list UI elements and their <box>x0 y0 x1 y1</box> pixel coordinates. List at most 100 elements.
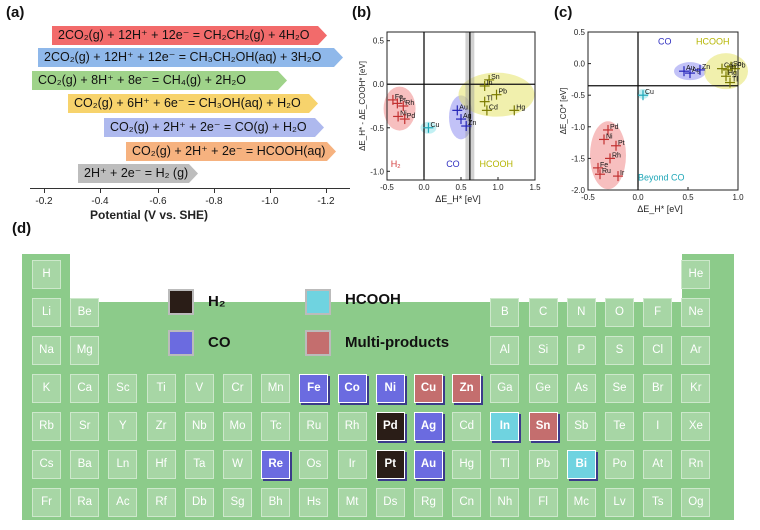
data-point-ag: Ag <box>456 113 472 125</box>
element-xe: Xe <box>681 412 711 441</box>
x-tick-label: 1.5 <box>529 183 541 192</box>
element-au: Au <box>414 450 443 479</box>
legend-swatch-multi <box>305 330 331 356</box>
panel-b-label: (b) <box>352 4 372 21</box>
potential-tick-label: -1.2 <box>317 196 335 207</box>
element-si: Si <box>528 336 558 365</box>
element-cs: Cs <box>32 450 61 479</box>
y-axis-label: ΔE_CO* [eV] <box>559 88 568 135</box>
element-s: S <box>605 336 634 365</box>
data-point-label: Ni <box>400 110 407 117</box>
data-point-label: Pd <box>610 124 619 131</box>
data-point-hg: Hg <box>509 104 525 116</box>
element-c: C <box>528 298 558 327</box>
potential-tick <box>100 188 101 193</box>
element-cr: Cr <box>223 374 252 403</box>
element-in: In <box>490 412 520 441</box>
data-point-label: Pt <box>618 140 625 147</box>
element-ar: Ar <box>681 336 711 365</box>
element-hs: Hs <box>299 488 329 517</box>
plot-frame <box>587 31 739 191</box>
reaction-text: CO₂(g) + 8H⁺ + 8e⁻ = CH₄(g) + 2H₂O <box>38 73 246 87</box>
element-be: Be <box>70 298 100 327</box>
data-point-au: Au <box>452 104 468 116</box>
reaction-1: 2CO₂(g) + 12H⁺ + 12e⁻ = CH₂CH₂(g) + 4H₂O <box>52 26 327 45</box>
element-nb: Nb <box>184 412 214 441</box>
reaction-6: CO₂(g) + 2H⁺ + 2e⁻ = HCOOH(aq) <box>126 142 336 161</box>
potential-tick-label: -1.0 <box>261 196 279 207</box>
y-tick-label: 0.0 <box>574 60 586 69</box>
element-os: Os <box>299 450 329 479</box>
region-label: CO <box>446 159 460 169</box>
reaction-5: CO₂(g) + 2H⁺ + 2e⁻ = CO(g) + H₂O <box>104 118 324 137</box>
data-point-pd: Pd <box>399 113 415 125</box>
y-tick-label: -0.5 <box>571 91 585 100</box>
element-ti: Ti <box>146 374 176 403</box>
data-point-label: Fe <box>600 162 608 169</box>
element-pt: Pt <box>375 450 405 479</box>
reaction-text: CO₂(g) + 2H⁺ + 2e⁻ = HCOOH(aq) <box>132 144 326 158</box>
element-ni: Ni <box>375 374 405 403</box>
data-point-label: Zn <box>468 120 476 127</box>
reaction-text: 2H⁺ + 2e⁻ = H₂ (g) <box>84 166 189 180</box>
y-tick-label: 0.5 <box>373 37 385 46</box>
element-sn: Sn <box>528 412 558 441</box>
element-v: V <box>184 374 214 403</box>
data-point-label: Pb <box>499 89 508 96</box>
data-point-rh: Rh <box>398 100 414 111</box>
element-mc: Mc <box>566 488 596 517</box>
data-point-zn: Zn <box>695 64 710 75</box>
x-axis-label: ΔE_H* [eV] <box>637 204 683 214</box>
potential-tick-label: -0.6 <box>149 196 167 207</box>
x-tick-label: 0.5 <box>682 193 694 202</box>
y-tick-label: -1.0 <box>571 123 585 132</box>
data-point-label: Tl <box>732 77 738 84</box>
x-axis-label: ΔE_H* [eV] <box>435 194 481 204</box>
element-tc: Tc <box>261 412 291 441</box>
element-al: Al <box>490 336 520 365</box>
element-sc: Sc <box>108 374 138 403</box>
y-axis-label: ΔE_H* - ΔE_COOH* [eV] <box>358 61 367 151</box>
element-ne: Ne <box>681 298 711 327</box>
data-point-label: Hg <box>728 70 737 77</box>
potential-tick-label: -0.2 <box>35 196 53 207</box>
data-point-label: Cu <box>430 122 439 129</box>
potential-axis <box>30 188 350 189</box>
element-li: Li <box>32 298 61 327</box>
data-point-pd: Pd <box>603 124 619 135</box>
element-tl: Tl <box>490 450 520 479</box>
element-rg: Rg <box>414 488 443 517</box>
data-point-label: Pt <box>399 97 406 104</box>
element-cl: Cl <box>643 336 673 365</box>
potential-tick <box>326 188 327 193</box>
element-he: He <box>681 260 711 289</box>
periodic-table: H He Li Be B C N O F Ne Na Mg Al Si P S Cl Ar K Ca Sc Ti V Cr Mn… <box>22 254 734 520</box>
element-hg: Hg <box>452 450 482 479</box>
data-point-label: Zn <box>702 64 710 71</box>
element-rh: Rh <box>337 412 367 441</box>
element-sg: Sg <box>223 488 252 517</box>
data-point-label: Rh <box>612 152 621 159</box>
region-label: Beyond CO <box>638 173 685 183</box>
region-blob <box>590 121 626 190</box>
potential-tick <box>270 188 271 193</box>
element-mo: Mo <box>223 412 252 441</box>
data-point-label: Sn <box>491 74 500 81</box>
element-bi: Bi <box>566 450 596 479</box>
element-ga: Ga <box>490 374 520 403</box>
data-point-cu: Cu <box>638 89 654 101</box>
data-point-hg: Hg <box>721 70 737 82</box>
x-tick-label: -0.5 <box>380 183 394 192</box>
data-point-pb: Pb <box>491 89 508 100</box>
data-point-label: Ir <box>620 170 625 177</box>
chart-c: -0.5 0.0 0.5 1.0 0.5 0.0 -0.5 -1.0 -1.5 -2.0 ΔE_H*… <box>559 28 748 214</box>
x-tick-label: 0.0 <box>418 183 430 192</box>
element-fr: Fr <box>32 488 61 517</box>
element-mg: Mg <box>70 336 100 365</box>
element-w: W <box>223 450 252 479</box>
reaction-text: 2CO₂(g) + 12H⁺ + 12e⁻ = CH₂CH₂(g) + 4H₂O <box>58 28 310 42</box>
chart-b: -0.5 0.0 0.5 1.0 1.5 0.5 0.0 -0.5 -1.0 ΔE_H* [eV]… <box>358 31 541 204</box>
data-point-label: Hg <box>516 104 525 111</box>
element-ds: Ds <box>375 488 405 517</box>
legend-swatch-co <box>168 330 194 356</box>
